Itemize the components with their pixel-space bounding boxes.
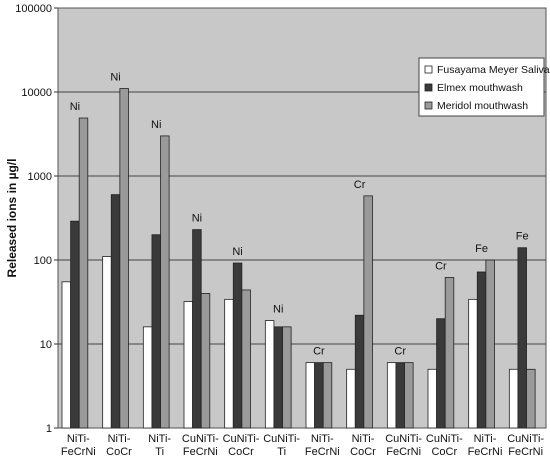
legend-label: Elmex mouthwash	[437, 82, 523, 94]
bar	[363, 195, 373, 429]
bar	[119, 88, 129, 429]
bar	[395, 362, 405, 429]
x-tick-label: CuNiTi-	[507, 433, 544, 445]
bars	[61, 88, 536, 429]
bar	[61, 281, 72, 429]
bar	[224, 298, 234, 429]
bar	[241, 289, 251, 429]
annotations: Ni Ni Ni Ni Ni Ni Cr Cr Cr Cr Fe Fe	[70, 72, 529, 358]
bar-annotation: Ni	[110, 72, 120, 84]
x-tick-label: CuNiTi-	[263, 433, 300, 445]
x-tick-label: NiTi-	[311, 433, 334, 445]
y-axis-label: Released ions in µg/l	[5, 159, 19, 278]
x-tick-label: NiTi-	[108, 433, 131, 445]
bar-annotation: Fe	[475, 243, 488, 255]
bar	[427, 368, 438, 429]
bar	[78, 117, 89, 429]
bar	[273, 326, 283, 429]
bar-annotation: Cr	[435, 260, 447, 272]
bar	[386, 362, 397, 429]
x-tick-label: CoCr	[106, 446, 132, 456]
bar-annotation: Ni	[70, 101, 80, 113]
bar-annotation: Ni	[232, 246, 242, 258]
bar-annotation: Ni	[151, 119, 161, 131]
legend-swatch	[424, 65, 433, 74]
bar	[160, 135, 170, 429]
bar	[404, 362, 414, 429]
x-tick-label: Ti	[277, 446, 286, 456]
x-axis-ticks: NiTi-FeCrNiNiTi-CoCrNiTi-TiCuNiTi-FeCrNi…	[61, 433, 545, 456]
bar	[305, 362, 316, 429]
legend: Fusayama Meyer Saliva Elmex mouthwash Meri…	[418, 57, 550, 117]
bar	[354, 314, 365, 429]
bar	[476, 271, 487, 429]
bar	[517, 247, 527, 429]
legend-swatch	[424, 101, 433, 110]
x-tick-label: FeCrNi	[61, 446, 96, 456]
x-tick-label: CoCr	[431, 446, 457, 456]
x-tick-label: CuNiTi-	[182, 433, 219, 445]
y-tick-label: 10	[40, 339, 52, 351]
y-tick-label: 1	[46, 423, 52, 435]
bar	[183, 301, 194, 429]
bar	[485, 259, 495, 429]
y-tick-label: 100	[34, 255, 52, 267]
y-tick-label: 10000	[21, 87, 52, 99]
bar	[192, 229, 202, 429]
gridlines	[58, 91, 546, 345]
bar-annotation: Ni	[192, 213, 202, 225]
y-tick-label: 1000	[28, 171, 52, 183]
bar	[282, 326, 292, 429]
x-tick-label: NiTi-	[67, 433, 90, 445]
x-tick-label: FeCrNi	[508, 446, 543, 456]
x-tick-label: CuNiTi-	[385, 433, 422, 445]
x-tick-label: CoCr	[228, 446, 254, 456]
x-tick-label: Ti	[155, 446, 164, 456]
legend-box	[418, 57, 545, 117]
bar	[232, 262, 243, 429]
bar-annotation: Cr	[394, 346, 406, 358]
x-tick-label: NiTi-	[474, 433, 497, 445]
bar-annotation: Fe	[516, 231, 529, 243]
bar	[468, 298, 478, 429]
bar	[151, 234, 161, 429]
bar-annotation: Cr	[313, 346, 325, 358]
bar	[444, 277, 455, 429]
bar	[200, 293, 211, 429]
bar	[264, 320, 275, 429]
x-tick-label: FeCrNi	[386, 446, 421, 456]
x-tick-label: CuNiTi-	[223, 433, 260, 445]
y-axis-ticks: 1 10 100 1000 10000 100000	[15, 3, 58, 435]
bar	[314, 362, 324, 429]
x-tick-label: NiTi-	[352, 433, 375, 445]
bar	[110, 194, 121, 429]
x-tick-label: FeCrNi	[183, 446, 218, 456]
bar-annotation: Cr	[354, 179, 366, 191]
legend-swatch	[424, 83, 433, 92]
bar	[322, 362, 333, 429]
bar	[436, 318, 446, 429]
bar	[142, 326, 153, 429]
bar	[70, 220, 80, 429]
bar	[526, 368, 536, 429]
legend-label: Meridol mouthwash	[437, 100, 528, 112]
bar	[508, 368, 519, 429]
x-tick-label: CoCr	[350, 446, 376, 456]
x-tick-label: CuNiTi-	[426, 433, 463, 445]
bar	[102, 256, 112, 429]
x-tick-label: FeCrNi	[468, 446, 503, 456]
legend-label: Fusayama Meyer Saliva	[437, 64, 550, 76]
bar-annotation: Ni	[273, 304, 283, 316]
bar	[346, 368, 356, 429]
y-tick-label: 100000	[15, 3, 52, 15]
x-tick-label: FeCrNi	[305, 446, 340, 456]
x-tick-label: NiTi-	[148, 433, 171, 445]
